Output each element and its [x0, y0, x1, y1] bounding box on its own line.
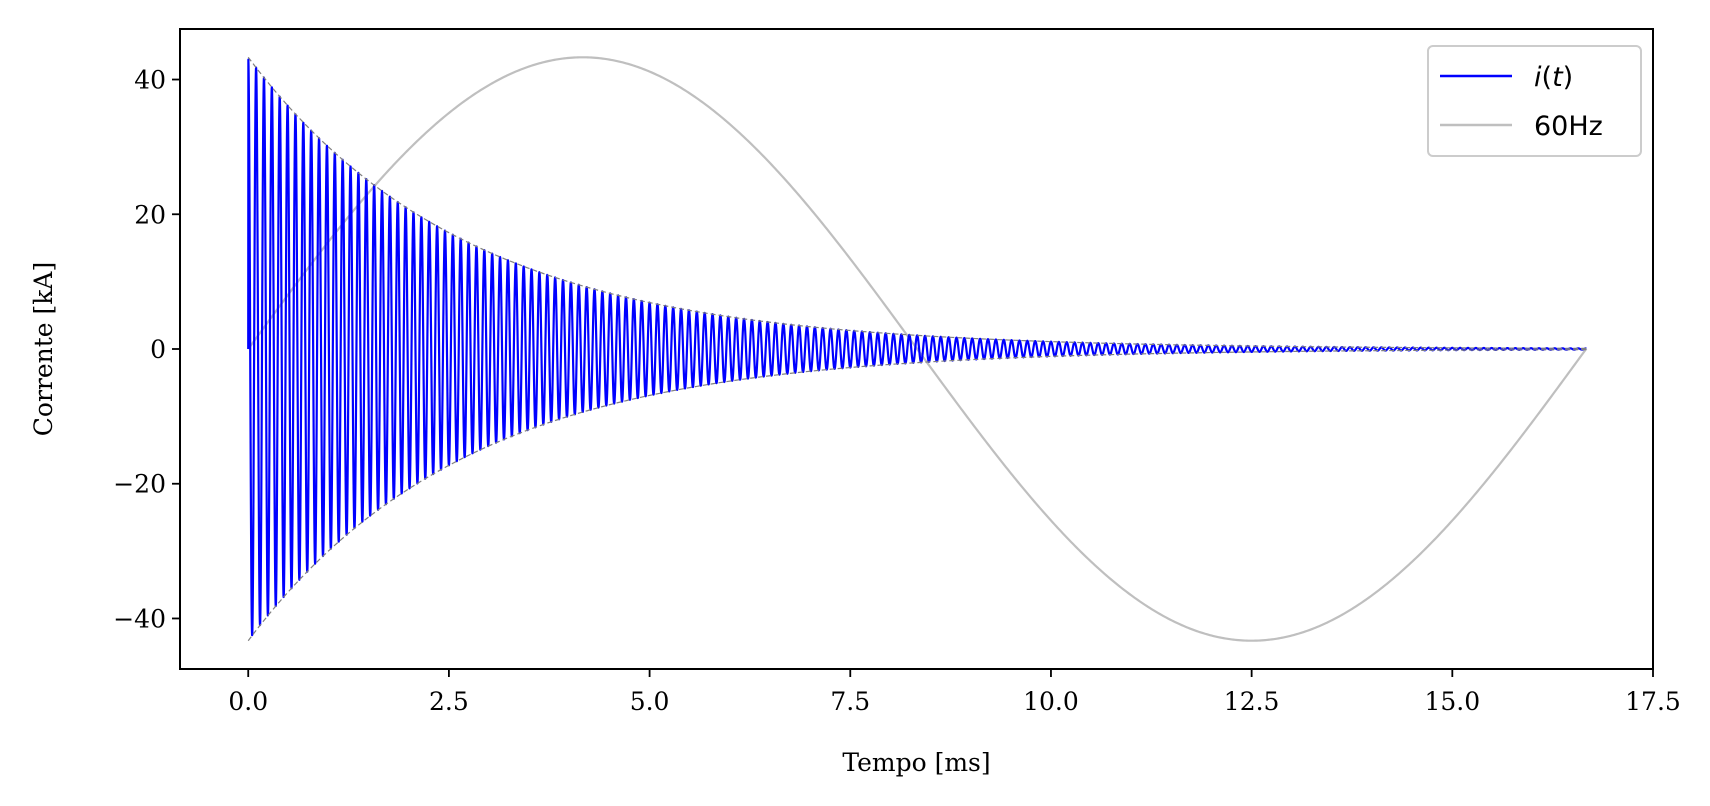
y-tick-label: 20 — [134, 200, 166, 229]
y-axis-label: Corrente [kA] — [29, 262, 58, 436]
x-tick-label: 5.0 — [630, 687, 670, 716]
legend-label-60hz: 60Hz — [1534, 111, 1603, 142]
legend-box — [1427, 45, 1642, 157]
x-tick-label: 0.0 — [228, 687, 268, 716]
x-tick-label: 7.5 — [830, 687, 870, 716]
y-tick-label: 40 — [134, 66, 166, 95]
x-tick-label: 15.0 — [1424, 687, 1480, 716]
x-tick-label: 2.5 — [429, 687, 469, 716]
series-it-line — [247, 58, 1588, 637]
axes-frame — [179, 28, 1654, 670]
y-tick-label: −40 — [113, 604, 166, 633]
legend-label-it: i(t) — [1534, 62, 1573, 93]
x-tick-label: 10.0 — [1023, 687, 1079, 716]
x-axis-label: Tempo [ms] — [842, 748, 990, 777]
legend: i(t) 60Hz — [1427, 45, 1642, 157]
y-tick-label: −20 — [113, 470, 166, 499]
x-tick-label: 17.5 — [1625, 687, 1681, 716]
x-tick-label: 12.5 — [1224, 687, 1280, 716]
y-tick-label: 0 — [150, 335, 166, 364]
series-60hz-line — [247, 56, 1588, 642]
